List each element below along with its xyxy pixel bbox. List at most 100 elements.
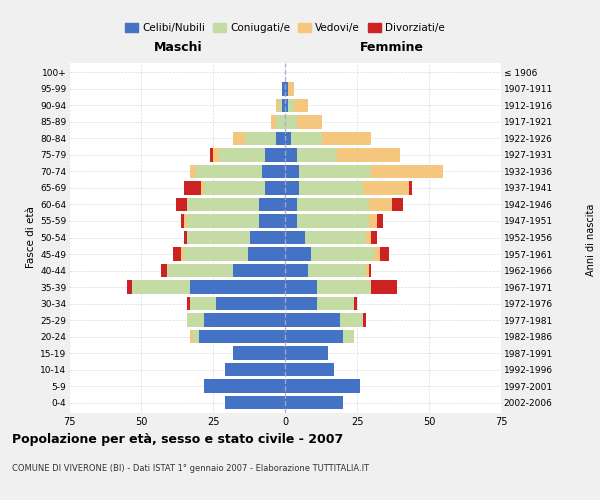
- Y-axis label: Fasce di età: Fasce di età: [26, 206, 36, 268]
- Bar: [317, 280, 371, 294]
- Bar: [293, 98, 308, 112]
- Bar: [285, 132, 291, 145]
- Bar: [224, 363, 285, 376]
- Bar: [308, 264, 365, 278]
- Bar: [285, 198, 296, 211]
- Bar: [216, 297, 285, 310]
- Bar: [167, 264, 233, 278]
- Legend: Celibi/Nubili, Coniugati/e, Vedovi/e, Divorziati/e: Celibi/Nubili, Coniugati/e, Vedovi/e, Di…: [121, 18, 449, 38]
- Bar: [365, 230, 371, 244]
- Bar: [190, 280, 285, 294]
- Bar: [277, 115, 285, 128]
- Bar: [282, 98, 285, 112]
- Bar: [219, 148, 265, 162]
- Bar: [296, 198, 368, 211]
- Bar: [363, 181, 409, 194]
- Bar: [285, 280, 317, 294]
- Bar: [187, 297, 190, 310]
- Text: Femmine: Femmine: [359, 41, 424, 54]
- Bar: [354, 297, 357, 310]
- Bar: [205, 380, 285, 393]
- Bar: [181, 214, 184, 228]
- Bar: [285, 247, 311, 261]
- Bar: [340, 314, 363, 327]
- Bar: [282, 82, 285, 96]
- Bar: [285, 148, 296, 162]
- Bar: [392, 198, 403, 211]
- Bar: [233, 346, 285, 360]
- Bar: [259, 214, 285, 228]
- Bar: [337, 148, 400, 162]
- Bar: [291, 132, 322, 145]
- Bar: [265, 148, 285, 162]
- Bar: [288, 82, 293, 96]
- Bar: [305, 230, 365, 244]
- Bar: [248, 247, 285, 261]
- Bar: [190, 164, 196, 178]
- Bar: [343, 330, 354, 344]
- Bar: [285, 230, 305, 244]
- Bar: [371, 280, 397, 294]
- Bar: [190, 330, 193, 344]
- Bar: [187, 198, 259, 211]
- Bar: [371, 230, 377, 244]
- Bar: [363, 314, 365, 327]
- Bar: [187, 314, 205, 327]
- Bar: [259, 198, 285, 211]
- Bar: [173, 247, 181, 261]
- Text: Popolazione per età, sesso e stato civile - 2007: Popolazione per età, sesso e stato civil…: [12, 432, 343, 446]
- Bar: [285, 314, 340, 327]
- Bar: [193, 330, 199, 344]
- Bar: [190, 297, 216, 310]
- Bar: [245, 132, 277, 145]
- Bar: [279, 98, 282, 112]
- Bar: [296, 214, 368, 228]
- Bar: [371, 164, 443, 178]
- Bar: [296, 148, 337, 162]
- Bar: [299, 164, 371, 178]
- Bar: [285, 82, 288, 96]
- Bar: [368, 198, 392, 211]
- Bar: [285, 214, 296, 228]
- Bar: [365, 264, 368, 278]
- Bar: [285, 264, 308, 278]
- Bar: [127, 280, 133, 294]
- Bar: [184, 230, 187, 244]
- Bar: [187, 214, 259, 228]
- Bar: [322, 132, 371, 145]
- Bar: [181, 247, 184, 261]
- Bar: [184, 247, 248, 261]
- Bar: [296, 115, 322, 128]
- Bar: [265, 181, 285, 194]
- Bar: [199, 330, 285, 344]
- Bar: [374, 247, 380, 261]
- Bar: [233, 132, 245, 145]
- Bar: [380, 247, 389, 261]
- Bar: [250, 230, 285, 244]
- Bar: [271, 115, 277, 128]
- Bar: [285, 115, 296, 128]
- Text: Anni di nascita: Anni di nascita: [586, 204, 596, 276]
- Bar: [377, 214, 383, 228]
- Bar: [213, 148, 219, 162]
- Bar: [210, 148, 213, 162]
- Bar: [368, 264, 371, 278]
- Bar: [184, 181, 202, 194]
- Bar: [277, 132, 285, 145]
- Bar: [285, 380, 360, 393]
- Bar: [205, 314, 285, 327]
- Bar: [285, 181, 299, 194]
- Bar: [205, 181, 265, 194]
- Bar: [224, 396, 285, 409]
- Bar: [285, 396, 343, 409]
- Bar: [285, 330, 343, 344]
- Bar: [285, 98, 288, 112]
- Bar: [187, 230, 250, 244]
- Text: Maschi: Maschi: [154, 41, 203, 54]
- Text: COMUNE DI VIVERONE (BI) - Dati ISTAT 1° gennaio 2007 - Elaborazione TUTTITALIA.I: COMUNE DI VIVERONE (BI) - Dati ISTAT 1° …: [12, 464, 369, 473]
- Bar: [285, 164, 299, 178]
- Bar: [233, 264, 285, 278]
- Bar: [262, 164, 285, 178]
- Bar: [311, 247, 374, 261]
- Bar: [202, 181, 205, 194]
